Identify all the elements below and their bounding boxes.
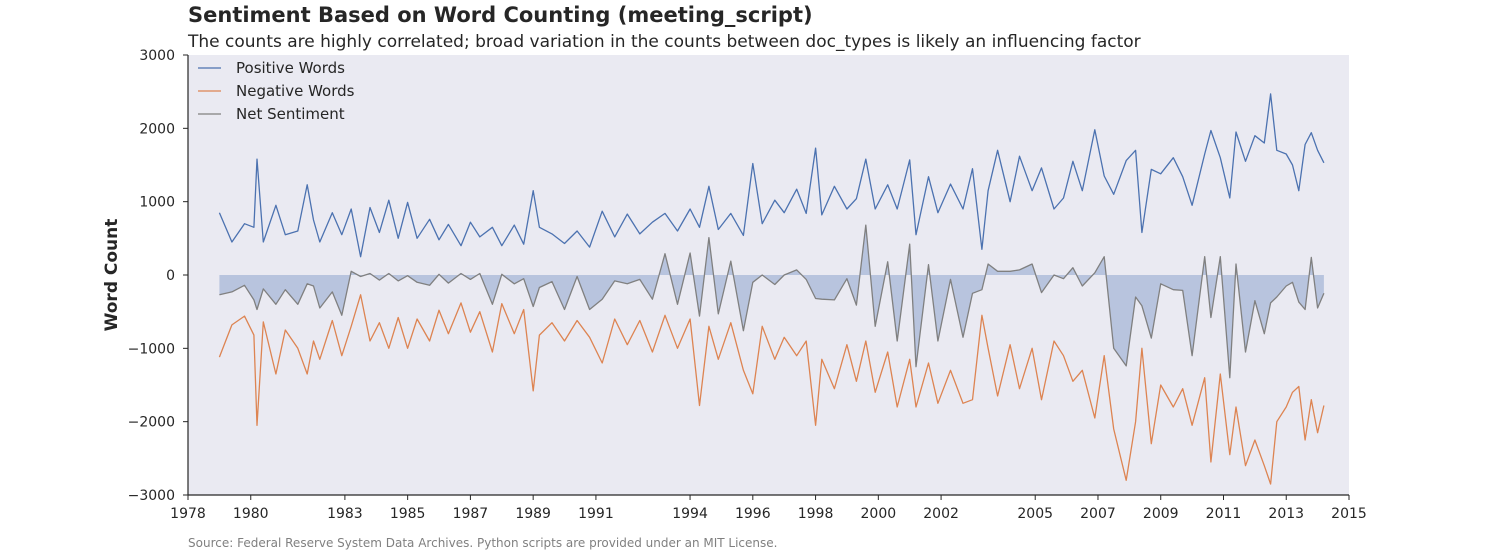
chart-title: Sentiment Based on Word Counting (meetin… [188, 3, 813, 27]
legend-label: Negative Words [236, 82, 355, 100]
y-tick-label: 1000 [139, 195, 175, 211]
ticks-layer: 1978 1980 1983 1985 1987 1989 1991 1994 1996 1998… [128, 48, 1367, 522]
x-tick-label: 1994 [672, 506, 708, 522]
y-tick-label: −3000 [128, 488, 175, 504]
x-tick-label: 2007 [1080, 506, 1116, 522]
y-axis-title: Word Count [102, 219, 122, 332]
x-tick-label: 1978 [170, 506, 206, 522]
series-line-negative-words [218, 294, 1325, 485]
legend: Positive Words Negative Words Net Sentimen… [198, 59, 355, 123]
x-tick-label: 1996 [735, 506, 771, 522]
x-tick-label: 1987 [453, 506, 489, 522]
x-tick-label: 1983 [327, 506, 363, 522]
x-tick-label: 2002 [923, 506, 959, 522]
series-layer [218, 93, 1325, 485]
y-tick-label: 3000 [139, 48, 175, 64]
x-tick-label: 2000 [861, 506, 897, 522]
chart-subtitle: The counts are highly correlated; broad … [188, 32, 1141, 52]
x-tick-label: 2011 [1206, 506, 1242, 522]
y-tick-label: 2000 [139, 121, 175, 137]
legend-label: Positive Words [236, 59, 345, 77]
series-line-net-sentiment [219, 224, 1325, 379]
y-tick-label: −2000 [128, 415, 175, 431]
x-tick-label: 1980 [233, 506, 269, 522]
x-tick-label: 1985 [390, 506, 426, 522]
x-tick-label: 1998 [798, 506, 834, 522]
x-tick-label: 1991 [578, 506, 614, 522]
x-tick-label: 2009 [1143, 506, 1179, 522]
y-tick-label: −1000 [128, 341, 175, 357]
x-tick-label: 1989 [515, 506, 551, 522]
x-tick-label: 2005 [1017, 506, 1053, 522]
y-tick-label: 0 [166, 268, 175, 284]
legend-label: Net Sentiment [236, 105, 345, 123]
source-note: Source: Federal Reserve System Data Arch… [188, 536, 778, 550]
x-tick-label: 2015 [1331, 506, 1367, 522]
series-line-positive-words [218, 93, 1325, 258]
x-tick-label: 2013 [1268, 506, 1304, 522]
